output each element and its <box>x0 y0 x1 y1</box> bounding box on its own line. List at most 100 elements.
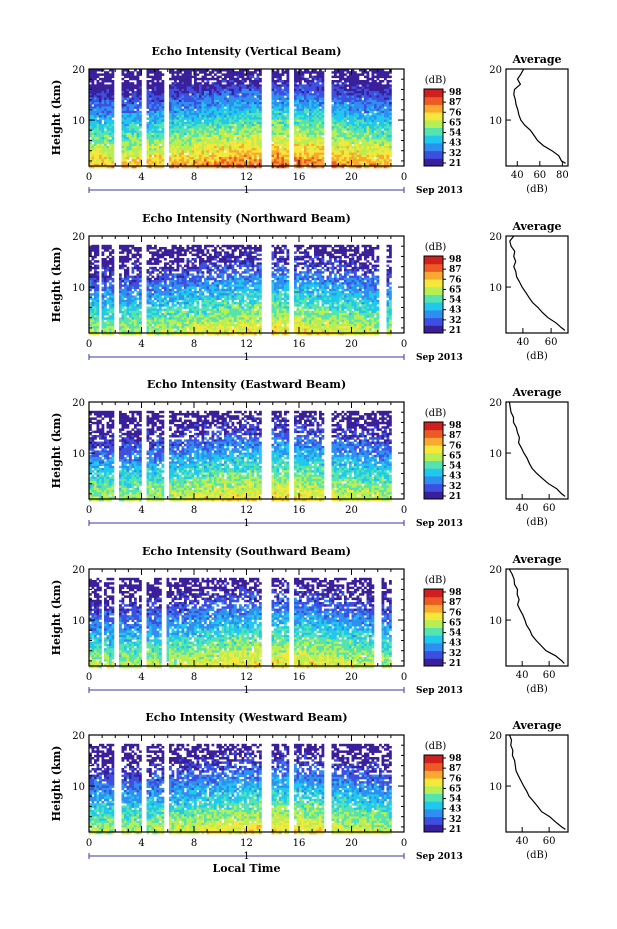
heatmap-cell <box>186 93 190 96</box>
heatmap-cell <box>184 141 187 145</box>
heatmap-cell <box>279 73 282 76</box>
heatmap-cell <box>94 102 97 105</box>
heatmap-cell <box>309 113 312 116</box>
heatmap-cell <box>221 93 225 96</box>
heatmap-cell <box>189 97 192 101</box>
heatmap-cell <box>221 137 225 140</box>
heatmap-cell <box>96 286 100 290</box>
heatmap-cell <box>106 75 110 79</box>
heatmap-cell <box>331 71 335 74</box>
heatmap-cell <box>336 117 340 120</box>
heatmap-cell <box>161 99 165 103</box>
heatmap-cell <box>374 150 377 153</box>
heatmap-cell <box>136 113 140 116</box>
heatmap-cell <box>244 110 247 114</box>
heatmap-cell <box>299 106 302 109</box>
heatmap-cell <box>231 135 235 138</box>
heatmap-cell <box>219 152 222 156</box>
heatmap-cell <box>376 130 380 134</box>
heatmap-cell <box>271 157 275 160</box>
heatmap-cell <box>276 146 280 149</box>
heatmap-cell <box>89 266 92 270</box>
heatmap-cell <box>229 113 232 116</box>
heatmap-cell <box>321 99 325 103</box>
heatmap-cell <box>129 73 132 76</box>
heatmap-cell <box>171 124 175 127</box>
heatmap-cell <box>359 132 362 136</box>
heatmap-cell <box>251 88 255 92</box>
heatmap-cell <box>106 302 110 305</box>
heatmap-cell <box>256 143 260 147</box>
heatmap-cell <box>281 73 285 76</box>
heatmap-cell <box>191 95 195 98</box>
heatmap-cell <box>94 165 97 169</box>
heatmap-cell <box>189 143 192 147</box>
heatmap-cell <box>179 121 182 125</box>
colorbar-tick-label: 65 <box>449 118 462 128</box>
heatmap-cell <box>274 128 277 131</box>
heatmap-cell <box>219 82 222 85</box>
heatmap-cell <box>161 117 165 120</box>
heatmap-cell <box>341 154 345 158</box>
heatmap-cell <box>309 95 312 98</box>
heatmap-cell <box>349 124 352 127</box>
heatmap-cell <box>94 69 97 72</box>
heatmap-cell <box>246 77 250 81</box>
heatmap-cell <box>356 126 360 129</box>
heatmap-cell <box>341 163 345 167</box>
heatmap-cell <box>349 115 352 118</box>
heatmap-cell <box>154 161 157 164</box>
heatmap-cell <box>241 95 245 98</box>
heatmap-cell <box>121 77 125 81</box>
heatmap-cell <box>241 157 245 160</box>
heatmap-cell <box>124 264 127 268</box>
heatmap-cell <box>381 91 385 94</box>
heatmap-cell <box>284 84 287 87</box>
heatmap-cell <box>124 288 127 292</box>
heatmap-cell <box>156 165 160 169</box>
heatmap-cell <box>321 154 325 158</box>
heatmap-cell <box>281 137 285 140</box>
heatmap-cell <box>136 148 140 151</box>
heatmap-cell <box>381 113 385 116</box>
heatmap-cell <box>221 104 225 107</box>
heatmap-cell <box>226 126 230 129</box>
heatmap-cell <box>366 141 370 145</box>
heatmap-cell <box>99 135 102 138</box>
heatmap-cell <box>171 139 175 142</box>
heatmap-cell <box>351 80 355 83</box>
heatmap-cell <box>321 128 325 131</box>
heatmap-cell <box>109 113 112 116</box>
heatmap-cell <box>101 262 105 265</box>
heatmap-cell <box>161 148 165 151</box>
heatmap-cell <box>111 132 115 136</box>
heatmap-cell <box>204 106 207 109</box>
heatmap-cell <box>389 148 392 151</box>
heatmap-cell <box>189 80 192 83</box>
heatmap-cell <box>276 159 280 162</box>
heatmap-cell <box>271 113 275 116</box>
heatmap-cell <box>91 244 95 248</box>
heatmap-cell <box>246 84 250 87</box>
heatmap-cell <box>366 88 370 92</box>
heatmap-cell <box>106 315 110 318</box>
heatmap-cell <box>306 110 310 114</box>
heatmap-cell <box>376 75 380 79</box>
heatmap-cell <box>294 141 297 145</box>
heatmap-cell <box>196 121 200 125</box>
heatmap-cell <box>236 106 240 109</box>
x-tick-label: 12 <box>240 172 253 183</box>
heatmap-cell <box>334 75 337 79</box>
heatmap-cell <box>389 141 392 145</box>
heatmap-cell <box>311 135 315 138</box>
heatmap-cell <box>239 157 242 160</box>
heatmap-cell <box>316 102 320 105</box>
heatmap-cell <box>339 110 342 114</box>
heatmap-cell <box>121 332 125 336</box>
heatmap-cell <box>309 154 312 158</box>
heatmap-cell <box>96 275 100 279</box>
heatmap-cell <box>281 102 285 105</box>
heatmap-cell <box>246 161 250 164</box>
heatmap-cell <box>386 84 390 87</box>
heatmap-cell <box>344 124 347 127</box>
